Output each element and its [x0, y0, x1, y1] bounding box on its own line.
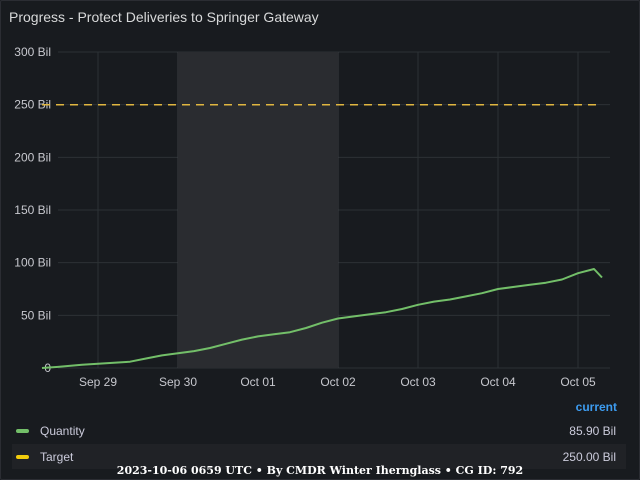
highlight-region: [178, 52, 338, 368]
y-tick-label: 50 Bil: [21, 308, 51, 322]
y-axis-ticks: 300 Bil 250 Bil 200 Bil 150 Bil 100 Bil 50 Bi…: [14, 45, 51, 375]
y-tick-label: 150 Bil: [14, 203, 51, 217]
legend-item-value: 250.00 Bil: [562, 449, 616, 464]
x-axis-ticks: Sep 29 Sep 30 Oct 01 Oct 02 Oct 03 Oct 04 Oct …: [79, 375, 596, 389]
legend-item-target[interactable]: Target 250.00 Bil: [12, 444, 626, 469]
panel-title[interactable]: Progress - Protect Deliveries to Springe…: [9, 9, 319, 25]
footer-credit: 2023-10-06 0659 UTC • By CMDR Winter Ihe…: [116, 464, 524, 477]
x-tick-label: Oct 02: [320, 375, 356, 389]
target-swatch: [16, 454, 29, 459]
x-tick-label: Oct 05: [560, 375, 596, 389]
y-tick-label: 200 Bil: [14, 150, 51, 164]
chart-plot: 300 Bil 250 Bil 200 Bil 150 Bil 100 Bil 50 Bi…: [14, 45, 610, 389]
series-line-quantity: [41, 268, 603, 369]
x-tick-label: Oct 01: [240, 375, 276, 389]
y-tick-label: 250 Bil: [14, 98, 51, 112]
y-tick-label: 300 Bil: [14, 45, 51, 59]
chart-highlight-region: [178, 52, 338, 368]
y-tick-label: 100 Bil: [14, 256, 51, 270]
legend-item-label: Target: [40, 449, 74, 464]
legend-item-label: Quantity: [40, 423, 85, 438]
quantity-swatch: [16, 428, 29, 433]
x-tick-label: Sep 29: [79, 375, 117, 389]
legend-item-value: 85.90 Bil: [569, 423, 616, 438]
x-tick-label: Oct 03: [400, 375, 436, 389]
legend-item-quantity[interactable]: Quantity 85.90 Bil: [12, 418, 626, 443]
x-tick-label: Sep 30: [159, 375, 197, 389]
legend-current-header[interactable]: current: [575, 400, 617, 414]
chart-series: [41, 103, 603, 369]
x-tick-label: Oct 04: [480, 375, 516, 389]
